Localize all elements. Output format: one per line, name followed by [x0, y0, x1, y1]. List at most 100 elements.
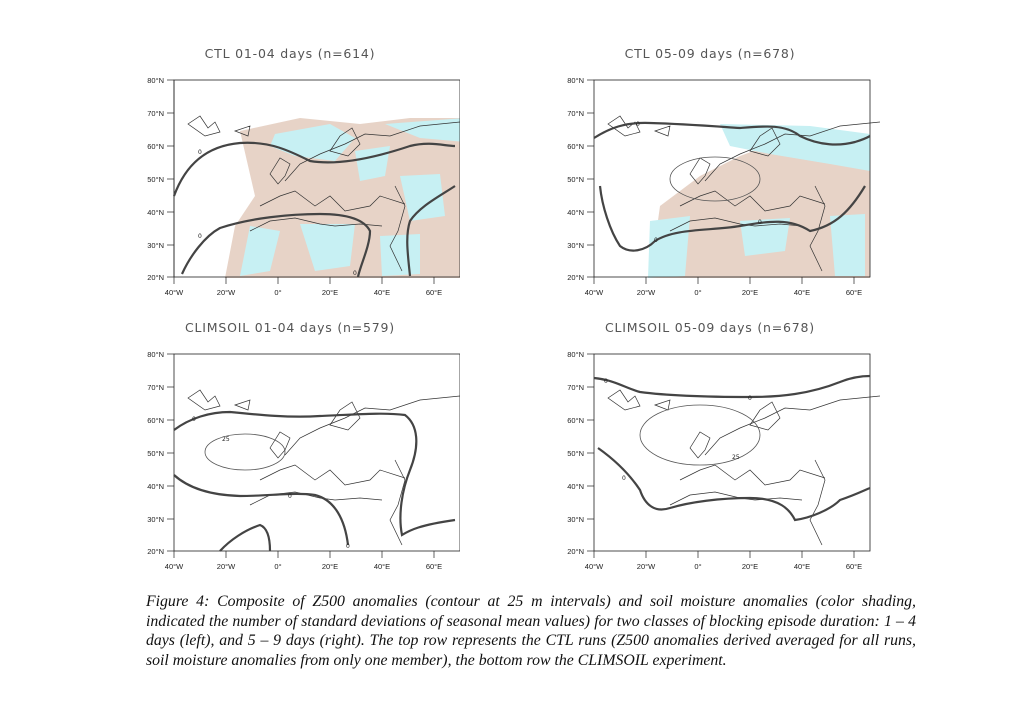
panel-ctl-01-04: CTL 01-04 days (n=614) — [120, 46, 460, 306]
plot-frame — [173, 353, 460, 552]
lat-label: 50°N — [567, 449, 584, 458]
lat-label: 60°N — [567, 142, 584, 151]
lon-label: 20°W — [637, 288, 656, 297]
coastlines — [187, 389, 460, 546]
lat-label: 60°N — [147, 142, 164, 151]
lon-label: 0° — [274, 288, 281, 297]
lon-label: 40°E — [374, 288, 390, 297]
lat-label: 40°N — [147, 482, 164, 491]
lon-label: 20°W — [217, 288, 236, 297]
z500-contours-thin — [204, 433, 286, 471]
lon-labels: 40°W 20°W 0° 20°E 40°E 60°E — [585, 288, 862, 297]
lat-label: 20°N — [567, 273, 584, 282]
contour-label: 0 — [346, 543, 350, 550]
z500-contours-thin — [669, 156, 761, 202]
lat-label: 60°N — [567, 416, 584, 425]
contour-label: 0 — [192, 416, 196, 423]
contour-label: 0 — [604, 378, 608, 385]
lat-label: 40°N — [567, 482, 584, 491]
z500-contours — [173, 410, 456, 552]
z500-contours — [593, 121, 871, 252]
lon-label: 0° — [694, 288, 701, 297]
lon-label: 40°E — [374, 562, 390, 571]
lat-label: 20°N — [567, 547, 584, 556]
contour-label: 25 — [222, 436, 230, 443]
figure-label: Figure 4 — [146, 593, 205, 610]
panel-title: CTL 01-04 days (n=614) — [204, 46, 376, 61]
lon-label: 20°E — [742, 562, 758, 571]
lon-label: 0° — [274, 562, 281, 571]
soil-shading — [648, 124, 870, 278]
coastlines — [607, 389, 880, 546]
lat-label: 60°N — [147, 416, 164, 425]
lat-label: 50°N — [567, 175, 584, 184]
lon-label: 60°E — [846, 562, 862, 571]
contour-label: 0 — [288, 493, 292, 500]
lon-label: 40°W — [585, 288, 604, 297]
lon-label: 20°E — [742, 288, 758, 297]
contour-label: 0 — [758, 219, 762, 226]
lat-label: 70°N — [567, 109, 584, 118]
lon-label: 60°E — [426, 288, 442, 297]
panel-title: CLIMSOIL 05-09 days (n=678) — [605, 320, 815, 335]
contour-label: 0 — [748, 395, 752, 402]
contour-label: 0 — [654, 237, 658, 244]
caption-text: : Composite of Z500 anomalies (contour a… — [146, 593, 916, 669]
ticks — [587, 353, 855, 558]
contour-labels: 0 0 0 25 — [192, 416, 350, 550]
contour-label: 0 — [636, 121, 640, 128]
lon-label: 60°E — [426, 562, 442, 571]
coastlines — [607, 115, 880, 272]
lat-label: 40°N — [147, 208, 164, 217]
lon-label: 40°E — [794, 562, 810, 571]
soil-shading — [225, 118, 460, 278]
lon-label: 20°E — [322, 562, 338, 571]
lon-label: 40°W — [165, 288, 184, 297]
lat-labels: 80°N 70°N 60°N 50°N 40°N 30°N 20°N — [147, 76, 164, 282]
lon-labels: 40°W 20°W 0° 20°E 40°E 60°E — [165, 288, 442, 297]
contour-labels: 0 0 0 — [636, 121, 762, 244]
lon-label: 20°E — [322, 288, 338, 297]
lat-label: 70°N — [147, 109, 164, 118]
lon-labels: 40°W 20°W 0° 20°E 40°E 60°E — [165, 562, 442, 571]
lat-label: 80°N — [147, 76, 164, 85]
lat-label: 30°N — [567, 515, 584, 524]
map-climsoil-05-09: 80°N 70°N 60°N 50°N 40°N 30°N 20°N 40°W … — [567, 350, 880, 571]
contour-labels: 0 0 0 25 — [604, 378, 752, 482]
figure-caption: Figure 4: Composite of Z500 anomalies (c… — [146, 592, 916, 670]
lat-label: 20°N — [147, 547, 164, 556]
lon-label: 20°W — [637, 562, 656, 571]
panel-climsoil-05-09: CLIMSOIL 05-09 days (n=678) 80°N 70°N — [540, 320, 880, 580]
lat-label: 30°N — [147, 241, 164, 250]
plot-frame — [593, 79, 871, 278]
coastlines — [187, 115, 460, 272]
map-ctl-01-04: 80°N 70°N 60°N 50°N 40°N 30°N 20°N 40°W … — [147, 76, 460, 297]
panel-title: CTL 05-09 days (n=678) — [624, 46, 796, 61]
lat-label: 80°N — [567, 76, 584, 85]
lat-label: 50°N — [147, 175, 164, 184]
lon-label: 0° — [694, 562, 701, 571]
lat-label: 40°N — [567, 208, 584, 217]
lat-labels: 80°N 70°N 60°N 50°N 40°N 30°N 20°N — [147, 350, 164, 556]
contour-label: 0 — [198, 149, 202, 156]
ticks — [167, 353, 435, 558]
lon-label: 40°E — [794, 288, 810, 297]
lon-label: 40°W — [165, 562, 184, 571]
plot-frame — [593, 353, 871, 552]
panel-title: CLIMSOIL 01-04 days (n=579) — [185, 320, 395, 335]
z500-contours — [593, 374, 871, 522]
z500-contours — [172, 141, 456, 278]
panel-climsoil-01-04: CLIMSOIL 01-04 days (n=579) 80°N 70°N — [120, 320, 460, 580]
contour-label: 0 — [353, 270, 357, 277]
lat-label: 30°N — [567, 241, 584, 250]
lon-label: 60°E — [846, 288, 862, 297]
lat-labels: 80°N 70°N 60°N 50°N 40°N 30°N 20°N — [567, 350, 584, 556]
lat-label: 50°N — [147, 449, 164, 458]
z500-contours-thin — [639, 404, 761, 466]
lat-label: 70°N — [147, 383, 164, 392]
panel-ctl-05-09: CTL 05-09 days (n=678) — [540, 46, 880, 306]
lon-labels: 40°W 20°W 0° 20°E 40°E 60°E — [585, 562, 862, 571]
lat-label: 80°N — [567, 350, 584, 359]
lon-label: 40°W — [585, 562, 604, 571]
map-climsoil-01-04: 80°N 70°N 60°N 50°N 40°N 30°N 20°N 40°W … — [147, 350, 460, 571]
